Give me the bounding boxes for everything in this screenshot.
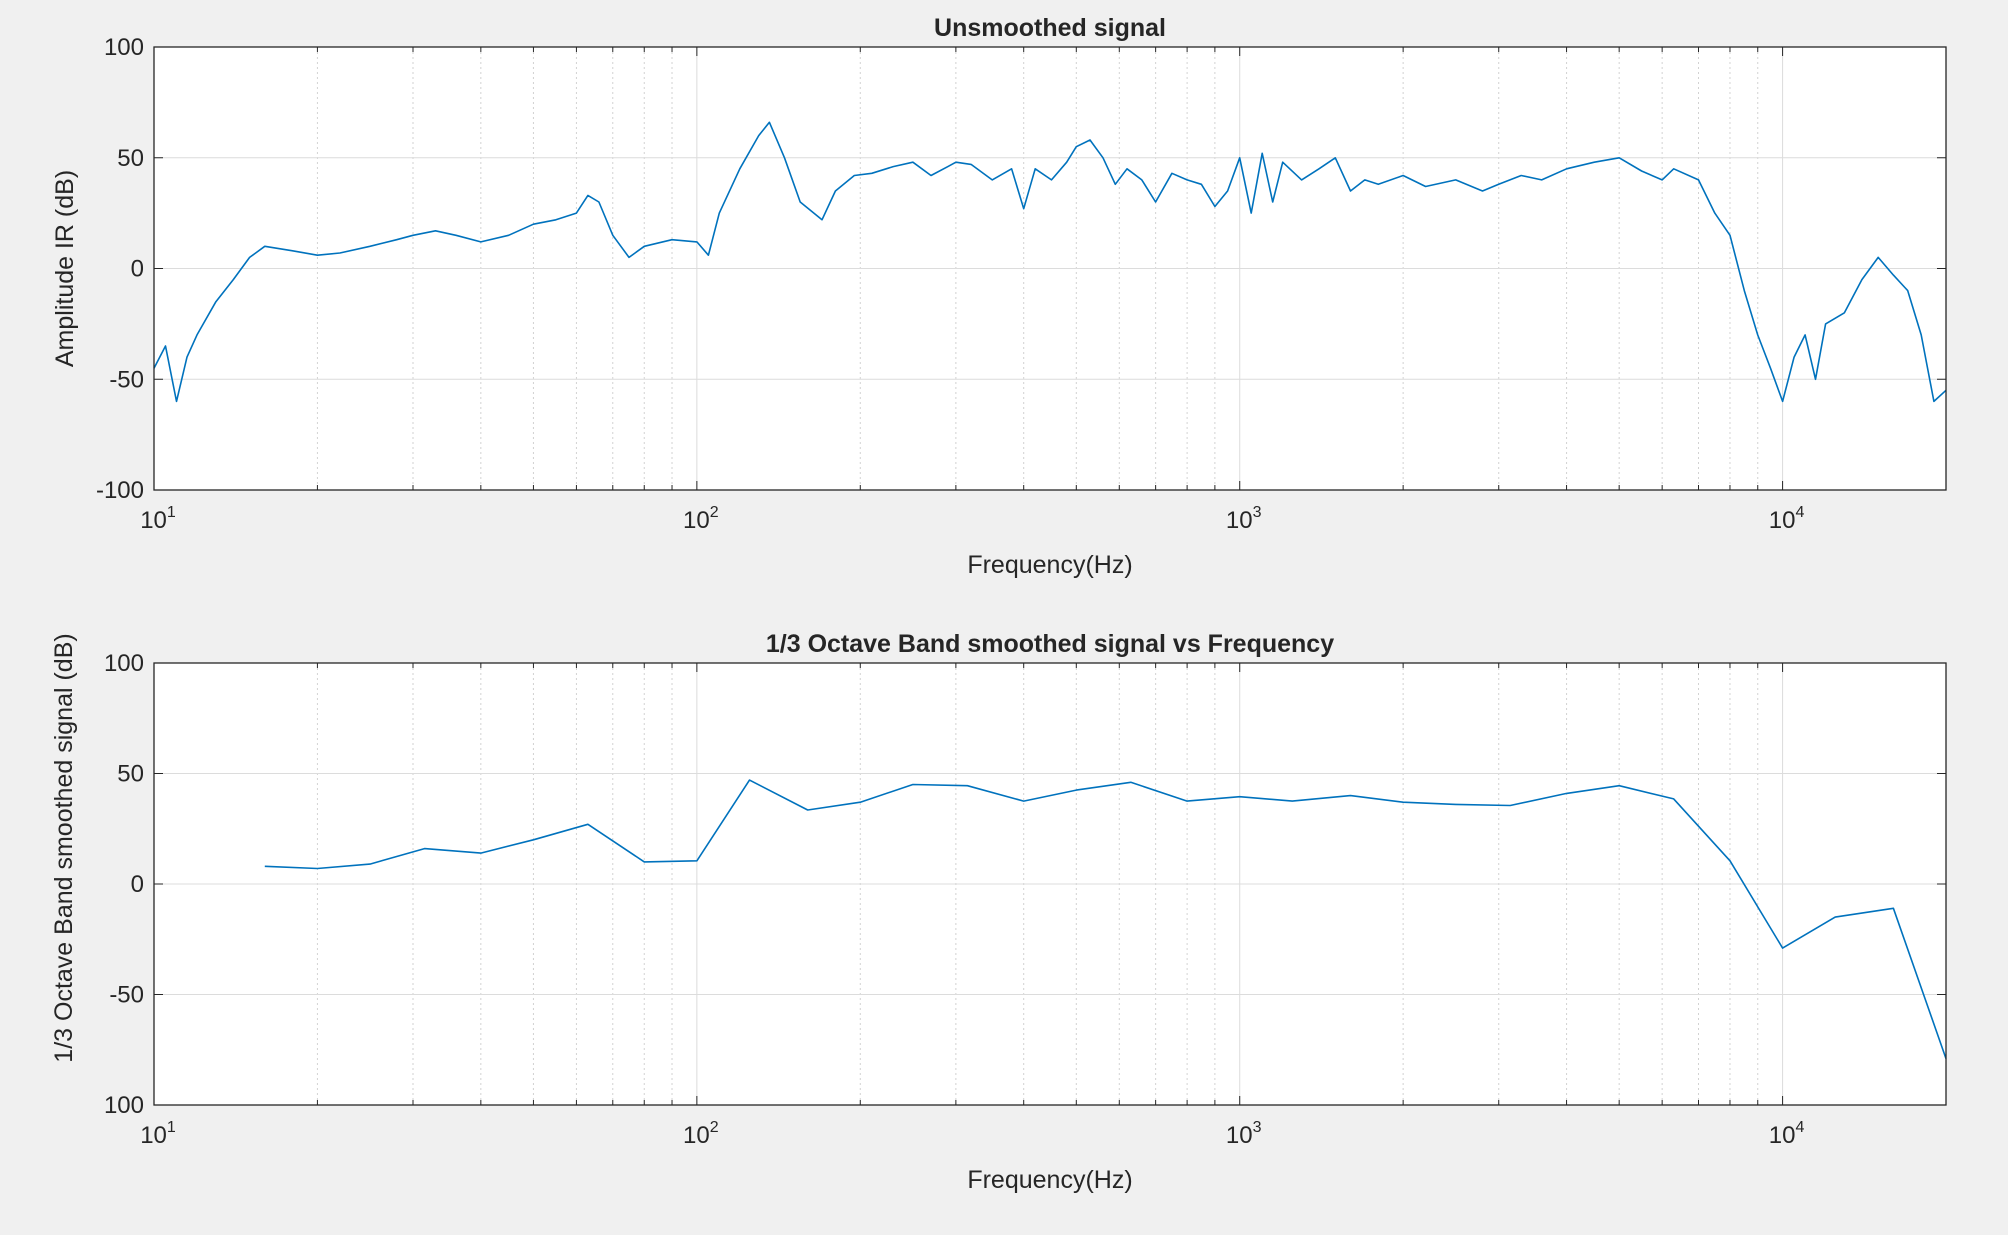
x-tick-label: 101 [140, 1119, 176, 1149]
y-tick-label: 100 [104, 1092, 144, 1119]
y-axis-label: Amplitude IR (dB) [51, 170, 79, 367]
x-tick-label: 104 [1769, 1119, 1805, 1149]
x-tick-label: 103 [1226, 1119, 1262, 1149]
chart-title: Unsmoothed signal [934, 14, 1166, 42]
x-axis-label: Frequency(Hz) [967, 1166, 1132, 1194]
x-tick-label: 103 [1226, 504, 1262, 534]
data-series-line [264, 779, 1947, 1059]
x-tick-label: 102 [683, 504, 719, 534]
y-tick-label: 100 [104, 34, 144, 61]
tick-marks [153, 662, 1947, 1106]
y-tick-label: 50 [117, 145, 144, 172]
x-tick-label: 101 [140, 504, 176, 534]
y-tick-label: -100 [96, 477, 144, 504]
chart-title: 1/3 Octave Band smoothed signal vs Frequ… [766, 630, 1334, 658]
y-tick-label: 0 [131, 871, 144, 898]
grid [154, 47, 1946, 490]
y-tick-label: -50 [109, 366, 144, 393]
y-tick-label: 50 [117, 761, 144, 788]
grid [154, 663, 1946, 1105]
y-tick-label: 0 [131, 256, 144, 283]
data-points [153, 122, 1947, 402]
y-tick-label: -50 [109, 982, 144, 1009]
y-axis-label: 1/3 Octave Band smoothed signal (dB) [50, 633, 78, 1062]
x-tick-label: 104 [1769, 504, 1805, 534]
x-axis-label: Frequency(Hz) [967, 551, 1132, 579]
x-tick-label: 102 [683, 1119, 719, 1149]
tick-marks [153, 46, 1947, 491]
y-tick-label: 100 [104, 650, 144, 677]
